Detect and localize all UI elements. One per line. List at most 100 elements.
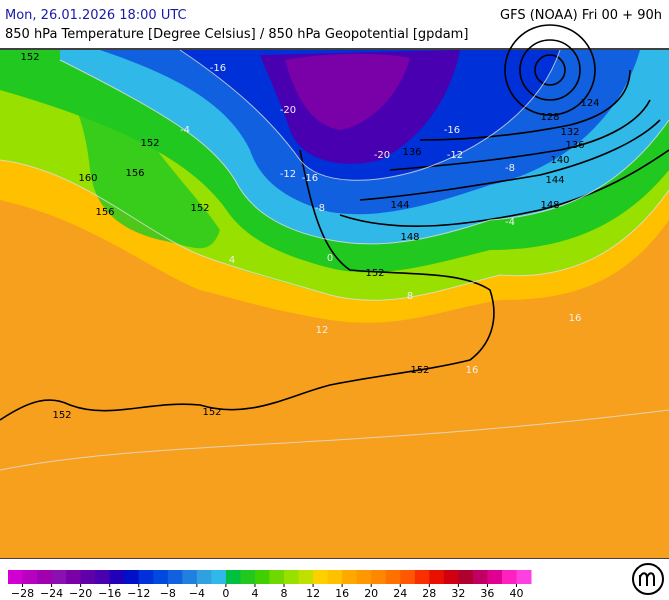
colorbar-label: 16 bbox=[335, 587, 349, 600]
colorbar-swatch bbox=[385, 570, 401, 584]
temperature-label: -12 bbox=[280, 169, 296, 180]
colorbar-swatch bbox=[109, 570, 125, 584]
colorbar-label: −28 bbox=[11, 587, 34, 600]
colorbar-label: −16 bbox=[98, 587, 121, 600]
geopotential-label: 152 bbox=[365, 268, 384, 279]
colorbar-swatch bbox=[254, 570, 270, 584]
colorbar-label: −24 bbox=[40, 587, 63, 600]
colorbar-swatch bbox=[342, 570, 358, 584]
geopotential-label: 156 bbox=[95, 207, 114, 218]
geopotential-label: 160 bbox=[78, 173, 97, 184]
colorbar-swatch bbox=[22, 570, 38, 584]
colorbar-swatch bbox=[284, 570, 300, 584]
colorbar-label: −4 bbox=[189, 587, 205, 600]
colorbar-swatch bbox=[356, 570, 372, 584]
colorbar-swatch bbox=[487, 570, 503, 584]
colorbar-swatch bbox=[182, 570, 198, 584]
colorbar-swatch bbox=[66, 570, 82, 584]
colorbar-swatch bbox=[298, 570, 314, 584]
colorbar-swatch bbox=[51, 570, 67, 584]
temperature-label: 16 bbox=[466, 365, 479, 376]
geopotential-contours bbox=[0, 24, 669, 421]
colorbar-label: 36 bbox=[480, 587, 494, 600]
geopotential-label: 152 bbox=[140, 138, 159, 149]
colorbar-swatch bbox=[414, 570, 430, 584]
geopotential-label: 152 bbox=[52, 410, 71, 421]
colorbar-label: 28 bbox=[422, 587, 436, 600]
colorbar-label: 24 bbox=[393, 587, 407, 600]
temperature-label: -8 bbox=[315, 203, 325, 214]
colorbar-swatch bbox=[37, 570, 53, 584]
map-title: 850 hPa Temperature [Degree Celsius] / 8… bbox=[5, 27, 468, 42]
colorbar-label: −12 bbox=[127, 587, 150, 600]
temperature-contours bbox=[0, 49, 669, 471]
colorbar-label: 0 bbox=[222, 587, 229, 600]
colorbar-label: 32 bbox=[451, 587, 465, 600]
colorbar-swatch bbox=[124, 570, 140, 584]
colorbar-label: 40 bbox=[509, 587, 523, 600]
geopotential-label: 136 bbox=[565, 140, 584, 151]
colorbar-swatch bbox=[153, 570, 169, 584]
temperature-label: -16 bbox=[444, 125, 460, 136]
colorbar-swatch bbox=[400, 570, 416, 584]
temperature-label: -4 bbox=[505, 217, 515, 228]
colorbar-swatch bbox=[95, 570, 111, 584]
temperature-label: 16 bbox=[569, 313, 582, 324]
model-run: GFS (NOAA) Fri 00 + 90h bbox=[500, 8, 662, 23]
geopotential-label: 156 bbox=[125, 168, 144, 179]
geopotential-label: 136 bbox=[402, 147, 421, 158]
colorbar-swatch bbox=[429, 570, 445, 584]
temperature-label: -20 bbox=[280, 105, 296, 116]
colorbar-label: 8 bbox=[281, 587, 288, 600]
geopotential-label: 140 bbox=[550, 155, 569, 166]
colorbar-swatch bbox=[269, 570, 285, 584]
geopotential-label: 144 bbox=[390, 200, 409, 211]
geopotential-label: 148 bbox=[400, 232, 419, 243]
colorbar-swatch bbox=[225, 570, 241, 584]
temperature-label: -20 bbox=[374, 150, 390, 161]
colorbar-swatch bbox=[458, 570, 474, 584]
colorbar-swatch bbox=[443, 570, 459, 584]
geopotential-label: 124 bbox=[580, 98, 599, 109]
colorbar-swatch bbox=[196, 570, 212, 584]
colorbar-swatch bbox=[138, 570, 154, 584]
temperature-label: -4 bbox=[180, 125, 190, 136]
geopotential-label: 128 bbox=[540, 112, 559, 123]
temperature-label: 4 bbox=[229, 255, 235, 266]
colorbar-swatch bbox=[240, 570, 256, 584]
geopotential-label: 152 bbox=[410, 365, 429, 376]
temperature-label: -12 bbox=[447, 150, 463, 161]
geopotential-label: 144 bbox=[545, 175, 564, 186]
colorbar-swatch bbox=[516, 570, 532, 584]
colorbar-label: −8 bbox=[160, 587, 176, 600]
geopotential-label: 148 bbox=[540, 200, 559, 211]
logo bbox=[632, 563, 664, 595]
colorbar-swatch bbox=[327, 570, 343, 584]
colorbar-label: 4 bbox=[251, 587, 258, 600]
geopotential-label: 152 bbox=[20, 52, 39, 63]
colorbar-label: 20 bbox=[364, 587, 378, 600]
colorbar-swatch bbox=[371, 570, 387, 584]
colorbar-label: 12 bbox=[306, 587, 320, 600]
colorbar-swatch bbox=[211, 570, 227, 584]
geopotential-label: 152 bbox=[202, 407, 221, 418]
geopotential-label: 132 bbox=[560, 127, 579, 138]
colorbar-swatch bbox=[472, 570, 488, 584]
temperature-label: -8 bbox=[505, 163, 515, 174]
colorbar-label: −20 bbox=[69, 587, 92, 600]
temperature-label: 12 bbox=[316, 325, 329, 336]
temperature-label: 0 bbox=[327, 253, 333, 264]
colorbar-swatch bbox=[80, 570, 96, 584]
colorbar-swatch bbox=[8, 570, 24, 584]
temperature-label: -16 bbox=[302, 173, 318, 184]
datetime: Mon, 26.01.2026 18:00 UTC bbox=[5, 8, 187, 23]
temperature-label: -16 bbox=[210, 63, 226, 74]
colorbar-swatch bbox=[313, 570, 329, 584]
geopotential-label: 152 bbox=[190, 203, 209, 214]
colorbar-swatch bbox=[167, 570, 183, 584]
colorbar: −28 −24 −20 −16 −12 −8 −4 0 4 8 12 16 20 24 28 32 36 40 bbox=[8, 570, 532, 600]
colorbar-swatch bbox=[501, 570, 517, 584]
